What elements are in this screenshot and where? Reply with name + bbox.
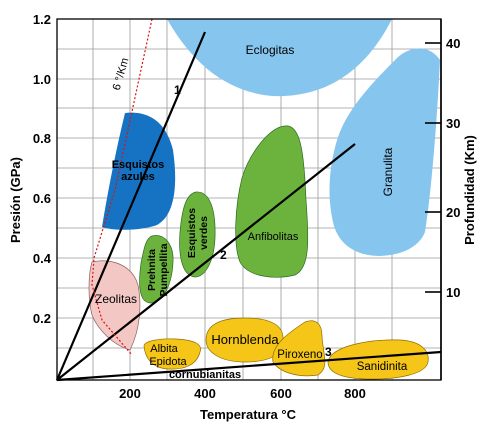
y-tick-0-8: 0.8: [33, 131, 51, 146]
y-axis-left-title: Presión (GPa): [8, 157, 23, 243]
y-tick-1-2: 1.2: [33, 12, 51, 27]
blueschist-field: [102, 112, 176, 230]
depth-tick-20: 20: [446, 205, 460, 220]
trajectory-line-1: [55, 31, 207, 381]
albita-label-2: Epidota: [149, 356, 187, 368]
x-tick-800: 800: [344, 386, 366, 401]
depth-axis: [425, 19, 442, 380]
depth-tick-10: 10: [446, 285, 460, 300]
greenschist-field: [179, 191, 216, 278]
depth-tick-40: 40: [446, 36, 460, 51]
x-tick-400: 400: [194, 386, 216, 401]
albite-epidote-hornfels-field: [143, 338, 201, 370]
trajectory-label-2: 2: [220, 248, 227, 262]
gradient-6-per-km-line: [91, 18, 153, 356]
esquistos-azules-label-1: Esquistos: [112, 159, 165, 171]
eclogite-field: [167, 19, 392, 97]
zeolitas-label: Zeolitas: [95, 292, 137, 306]
prehnita-label-1: Prehnita: [146, 249, 158, 291]
esquistos-azules-label-2: azules: [121, 171, 155, 183]
prehnita-label-2: Pumpellita: [158, 243, 170, 296]
albita-label-1: Albita: [150, 343, 178, 355]
gradient-label: 6 °/Km: [111, 57, 132, 92]
cornubianitas-label: cornubianitas: [169, 369, 241, 381]
x-tick-200: 200: [119, 386, 141, 401]
x-tick-600: 600: [270, 386, 292, 401]
trajectory-line-3: [56, 350, 442, 382]
eclogitas-label: Eclogitas: [246, 43, 295, 57]
sanidinita-label: Sanidinita: [357, 361, 408, 373]
x-axis-title: Temperatura °C: [200, 407, 297, 422]
esquistos-verdes-label-1: Esquistos: [186, 208, 198, 258]
trajectory-lines: [55, 31, 442, 382]
piroxeno-label: Piroxeno: [277, 349, 322, 361]
y-tick-0-4: 0.4: [33, 251, 52, 266]
y-tick-1-0: 1.0: [33, 72, 51, 87]
y-axis-right-title: Profundidad (Km): [462, 135, 477, 245]
amphibolite-field: [235, 125, 309, 278]
granulita-label: Granulita: [381, 147, 395, 196]
trajectory-line-2: [56, 143, 356, 381]
hornblenda-label: Hornblenda: [211, 332, 279, 347]
anfibolitas-label: Anfibolitas: [248, 231, 299, 243]
trajectory-label-3: 3: [325, 345, 332, 359]
y-tick-0-2: 0.2: [33, 311, 51, 326]
depth-tick-30: 30: [446, 116, 460, 131]
sanidinite-field: [327, 339, 429, 380]
esquistos-verdes-label-2: verdes: [198, 216, 210, 250]
trajectory-label-1: 1: [174, 83, 181, 97]
granulite-field: [329, 48, 440, 256]
y-tick-0-6: 0.6: [33, 191, 51, 206]
prehnite-pumpellyite-field: [139, 235, 174, 304]
